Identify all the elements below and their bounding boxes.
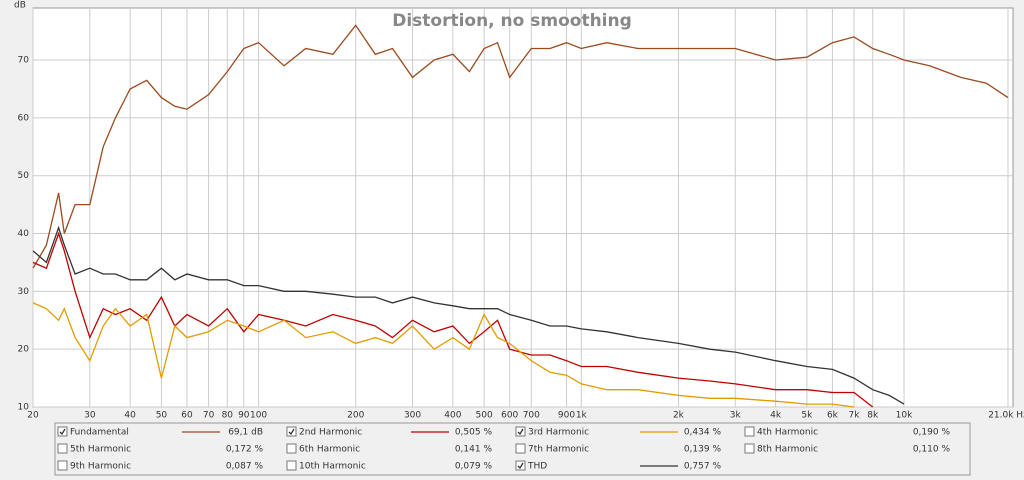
checkbox-check <box>59 428 66 436</box>
chart-title: Distortion, no smoothing <box>392 11 632 31</box>
legend-label: 10th Harmonic <box>299 462 366 472</box>
legend-checkbox[interactable] <box>515 426 526 437</box>
x-tick-label: 900 <box>558 411 575 421</box>
x-tick-label: 200 <box>347 411 364 421</box>
legend-value: 0,110 % <box>913 445 951 455</box>
x-tick-label: 50 <box>156 411 168 421</box>
x-tick-label: 70 <box>203 411 215 421</box>
legend-checkbox[interactable] <box>286 426 297 437</box>
legend-value: 0,087 % <box>226 462 264 472</box>
x-tick-label: 4k <box>770 411 782 421</box>
y-tick-label: 60 <box>18 113 30 123</box>
legend-box <box>54 422 971 476</box>
x-tick-label: 300 <box>404 411 421 421</box>
legend-value: 0,141 % <box>455 445 493 455</box>
legend-checkbox[interactable] <box>57 443 68 454</box>
y-axis-label: dB <box>14 1 26 11</box>
y-tick-label: 70 <box>18 56 30 66</box>
legend-value: 0,505 % <box>455 428 493 438</box>
x-tick-label: 60 <box>181 411 193 421</box>
legend-label: 6th Harmonic <box>299 445 360 455</box>
x-tick-label: 40 <box>124 411 136 421</box>
checkbox-check <box>517 462 524 470</box>
y-tick-label: 50 <box>18 171 30 181</box>
legend-value: 0,434 % <box>684 428 722 438</box>
legend-label: 3rd Harmonic <box>528 428 589 438</box>
legend-value: 69,1 dB <box>228 428 263 438</box>
legend-checkbox[interactable] <box>744 443 755 454</box>
legend-checkbox[interactable] <box>286 443 297 454</box>
x-tick-label: 700 <box>523 411 540 421</box>
legend-checkbox[interactable] <box>515 460 526 471</box>
legend-checkbox[interactable] <box>57 426 68 437</box>
x-tick-label: 2k <box>673 411 685 421</box>
series-line <box>32 231 874 408</box>
y-tick-label: 40 <box>18 229 30 239</box>
series-line <box>32 225 905 405</box>
x-tick-label: 3k <box>730 411 742 421</box>
x-tick-label: 600 <box>501 411 518 421</box>
x-tick-label: 400 <box>444 411 461 421</box>
series-line <box>32 24 1009 269</box>
checkbox-check <box>517 428 524 436</box>
legend-checkbox[interactable] <box>57 460 68 471</box>
legend-value: 0,190 % <box>913 428 951 438</box>
legend-label: 5th Harmonic <box>70 445 131 455</box>
x-tick-label: 500 <box>476 411 493 421</box>
legend-label: 9th Harmonic <box>70 462 131 472</box>
legend-label: THD <box>527 462 547 472</box>
series-line <box>32 302 855 408</box>
legend-checkbox[interactable] <box>515 443 526 454</box>
legend-label: 2nd Harmonic <box>299 428 362 438</box>
x-tick-label: 30 <box>84 411 96 421</box>
x-tick-label: 80 <box>222 411 234 421</box>
plot-area <box>32 7 1014 408</box>
legend-label: 8th Harmonic <box>757 445 818 455</box>
legend-checkbox[interactable] <box>744 426 755 437</box>
x-tick-label: 1k <box>576 411 588 421</box>
legend-checkbox[interactable] <box>286 460 297 471</box>
x-tick-label: 8k <box>867 411 879 421</box>
checkbox-check <box>288 428 295 436</box>
x-tick-label: 7k <box>849 411 861 421</box>
x-tick-label: 100 <box>250 411 267 421</box>
legend-value: 0,172 % <box>226 445 264 455</box>
x-tick-label: 90 <box>238 411 250 421</box>
legend-label: 7th Harmonic <box>528 445 589 455</box>
y-tick-label: 10 <box>18 403 30 413</box>
x-tick-label: 21.0k Hz <box>988 411 1024 421</box>
legend-value: 0,139 % <box>684 445 722 455</box>
y-tick-label: 30 <box>18 287 30 297</box>
x-tick-label: 20 <box>27 411 39 421</box>
legend-label: 4th Harmonic <box>757 428 818 438</box>
x-tick-label: 6k <box>827 411 839 421</box>
x-tick-label: 5k <box>801 411 813 421</box>
x-tick-label: 10k <box>896 411 913 421</box>
legend-value: 0,079 % <box>455 462 493 472</box>
legend-label: Fundamental <box>70 428 129 438</box>
legend-value: 0,757 % <box>684 462 722 472</box>
y-tick-label: 20 <box>18 345 30 355</box>
